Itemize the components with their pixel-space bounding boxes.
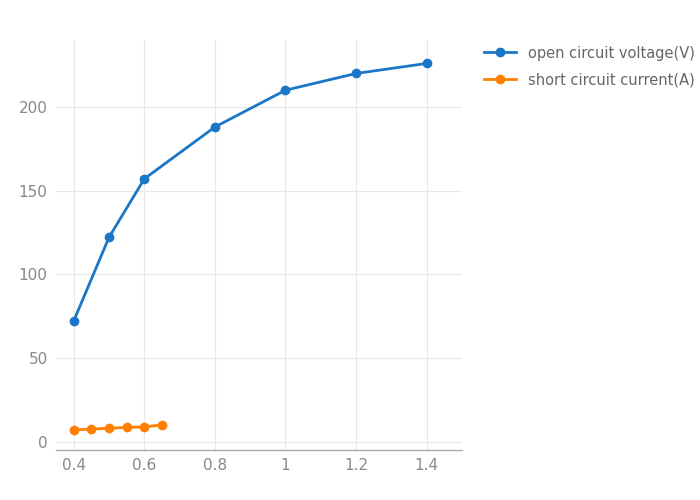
open circuit voltage(V) <box>140 176 148 182</box>
short circuit current(A) <box>87 426 95 432</box>
short circuit current(A) <box>105 425 113 431</box>
short circuit current(A) <box>122 424 131 430</box>
open circuit voltage(V) <box>211 124 219 130</box>
Line: short circuit current(A): short circuit current(A) <box>69 420 166 434</box>
short circuit current(A) <box>69 427 78 433</box>
open circuit voltage(V) <box>352 70 361 76</box>
short circuit current(A) <box>140 424 148 430</box>
open circuit voltage(V) <box>281 87 290 93</box>
open circuit voltage(V) <box>105 234 113 240</box>
short circuit current(A) <box>158 422 166 428</box>
open circuit voltage(V) <box>69 318 78 324</box>
Legend: open circuit voltage(V), short circuit current(A): open circuit voltage(V), short circuit c… <box>478 40 700 94</box>
Line: open circuit voltage(V): open circuit voltage(V) <box>69 60 431 326</box>
open circuit voltage(V) <box>423 60 431 66</box>
